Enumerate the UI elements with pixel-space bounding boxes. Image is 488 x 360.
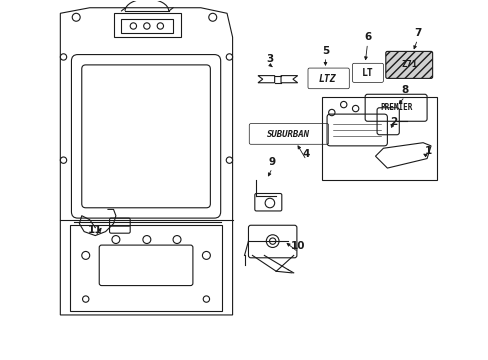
FancyBboxPatch shape: [385, 51, 432, 78]
Text: 2: 2: [389, 117, 397, 127]
Text: 7: 7: [413, 28, 420, 38]
Text: LTZ: LTZ: [318, 74, 336, 84]
Text: 11: 11: [88, 225, 102, 235]
Text: PREMIER: PREMIER: [379, 103, 411, 112]
Text: 1: 1: [424, 146, 431, 156]
Text: 3: 3: [266, 54, 273, 64]
Text: 10: 10: [291, 241, 305, 251]
Text: 4: 4: [302, 149, 309, 159]
Text: 5: 5: [321, 46, 328, 55]
Text: SUBURBAN: SUBURBAN: [266, 130, 309, 139]
Text: LT: LT: [361, 68, 373, 78]
Text: 9: 9: [268, 157, 275, 167]
Text: 8: 8: [401, 85, 407, 95]
Text: 6: 6: [363, 32, 370, 42]
Text: Z71: Z71: [400, 60, 416, 69]
